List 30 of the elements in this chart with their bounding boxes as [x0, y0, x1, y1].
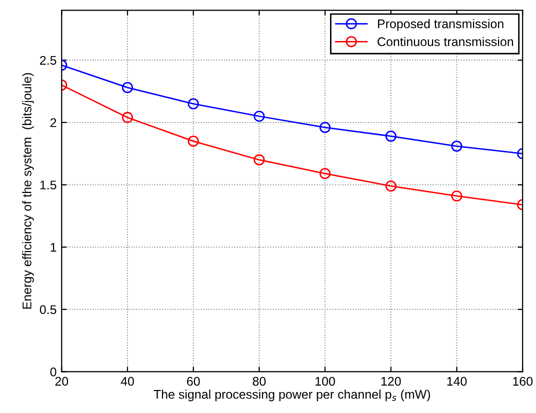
- x-tick-label: 120: [381, 376, 401, 386]
- legend-label: Continuous transmission: [378, 36, 514, 46]
- y-tick-label: 2.5: [40, 56, 56, 65]
- point: [385, 180, 396, 192]
- y-tick-label: 1.5: [40, 180, 56, 190]
- point: [385, 130, 396, 142]
- y-tick-label: 0: [50, 368, 56, 376]
- point: [451, 140, 462, 152]
- point: [319, 122, 331, 134]
- point: [254, 154, 265, 166]
- y-tick-label: 1: [50, 243, 56, 252]
- point: [451, 190, 462, 202]
- point: [188, 98, 199, 110]
- point: [254, 110, 265, 122]
- x-tick-label: 160: [513, 376, 533, 386]
- point: [319, 168, 331, 180]
- x-tick-label: 100: [316, 376, 335, 386]
- x-tick-label: 20: [55, 376, 68, 386]
- x-axis-title: The signal processing power per channel p$_{s}$ (mW): [154, 390, 430, 402]
- legend-label: Proposed transmission: [378, 19, 504, 31]
- point: [122, 112, 134, 124]
- y-tick-label: 2: [50, 118, 56, 128]
- x-tick-label: 60: [187, 376, 200, 386]
- x-tick-label: 140: [447, 376, 467, 386]
- point: [122, 82, 134, 94]
- point: [188, 136, 199, 147]
- y-axis-title: Energy efficiency of the system (bits/joule): [22, 73, 34, 309]
- x-tick-label: 40: [120, 376, 134, 386]
- y-tick-label: 0.5: [40, 305, 56, 314]
- x-tick-label: 80: [252, 376, 266, 386]
